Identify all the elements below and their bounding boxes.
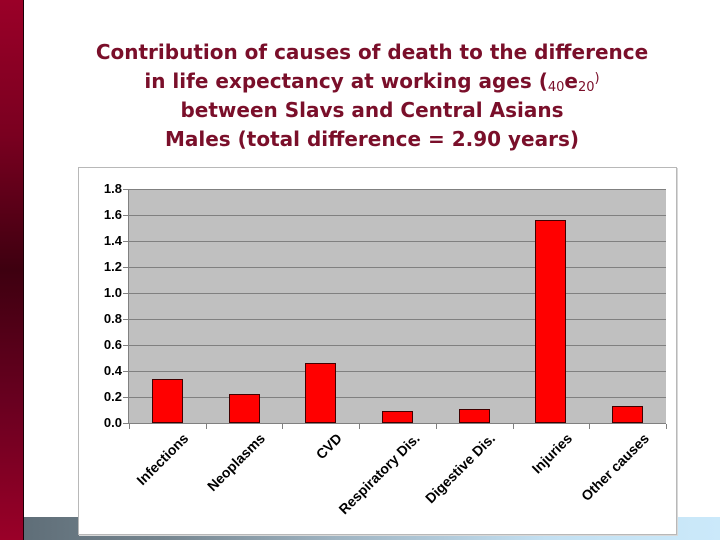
y-tick	[123, 241, 128, 242]
title-line-1: Contribution of causes of death to the d…	[95, 40, 649, 64]
gridline	[129, 345, 666, 346]
y-tick	[123, 215, 128, 216]
x-tick	[129, 424, 130, 429]
x-tick	[282, 424, 284, 429]
x-tick	[589, 424, 591, 429]
y-tick-label: 1.0	[103, 285, 122, 300]
y-tick-label: 0.6	[103, 337, 122, 352]
gridline	[129, 397, 666, 398]
gridline	[129, 189, 666, 190]
y-tick-label: 0.0	[103, 415, 122, 430]
y-tick-label: 1.6	[103, 207, 122, 222]
gridline	[129, 215, 666, 216]
bar-respiratory-dis	[382, 411, 413, 423]
y-tick	[123, 371, 128, 372]
y-tick-label: 0.4	[103, 363, 122, 378]
gridline	[129, 293, 666, 294]
gridline	[129, 267, 666, 268]
y-tick	[123, 345, 128, 346]
y-tick-label: 0.2	[103, 389, 122, 404]
gridline	[129, 371, 666, 372]
bar-digestive-dis	[458, 408, 490, 423]
x-tick	[435, 424, 437, 429]
chart-title: Contribution of causes of death to the d…	[24, 38, 720, 154]
bar-infections	[151, 378, 183, 423]
bar-other-causes	[612, 406, 644, 423]
y-tick	[123, 397, 128, 398]
gridline	[129, 319, 666, 320]
y-tick	[123, 423, 128, 424]
gridline	[129, 241, 666, 242]
bar-injuries	[535, 220, 567, 423]
decorative-sidebar	[0, 0, 24, 540]
y-tick-label: 1.2	[103, 259, 122, 274]
title-line-2: in life expectancy at working ages (40e2…	[144, 69, 600, 95]
plot-area	[123, 189, 667, 429]
bar-cvd	[305, 363, 337, 423]
title-line-4: Males (total difference = 2.90 years)	[164, 127, 580, 151]
bar-neoplasms	[228, 394, 260, 423]
y-tick	[123, 319, 128, 320]
y-tick-label: 1.4	[103, 233, 122, 248]
x-tick	[666, 424, 667, 429]
y-tick-label: 0.8	[103, 311, 122, 326]
title-line-3: between Slavs and Central Asians	[180, 98, 564, 122]
y-tick	[123, 293, 128, 294]
x-tick	[359, 424, 361, 429]
x-tick	[512, 424, 514, 429]
y-tick-label: 1.8	[103, 181, 122, 196]
y-tick	[123, 267, 128, 268]
x-tick	[205, 424, 207, 429]
y-tick	[123, 189, 128, 190]
